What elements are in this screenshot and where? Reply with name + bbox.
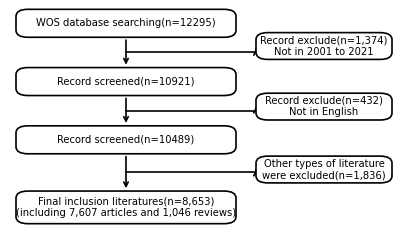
Text: WOS database searching(n=12295): WOS database searching(n=12295): [36, 18, 216, 28]
FancyBboxPatch shape: [16, 68, 236, 96]
Text: Record exclude(n=1,374)
Not in 2001 to 2021: Record exclude(n=1,374) Not in 2001 to 2…: [260, 35, 388, 57]
Text: Final inclusion literatures(n=8,653)
(including 7,607 articles and 1,046 reviews: Final inclusion literatures(n=8,653) (in…: [16, 197, 236, 218]
FancyBboxPatch shape: [256, 93, 392, 120]
Text: Record screened(n=10489): Record screened(n=10489): [57, 135, 195, 145]
Text: Record exclude(n=432)
Not in English: Record exclude(n=432) Not in English: [265, 96, 383, 117]
Text: Other types of literature
were excluded(n=1,836): Other types of literature were excluded(…: [262, 159, 386, 180]
FancyBboxPatch shape: [16, 191, 236, 224]
Text: Record screened(n=10921): Record screened(n=10921): [57, 77, 195, 86]
FancyBboxPatch shape: [256, 33, 392, 59]
FancyBboxPatch shape: [16, 9, 236, 37]
FancyBboxPatch shape: [256, 156, 392, 183]
FancyBboxPatch shape: [16, 126, 236, 154]
